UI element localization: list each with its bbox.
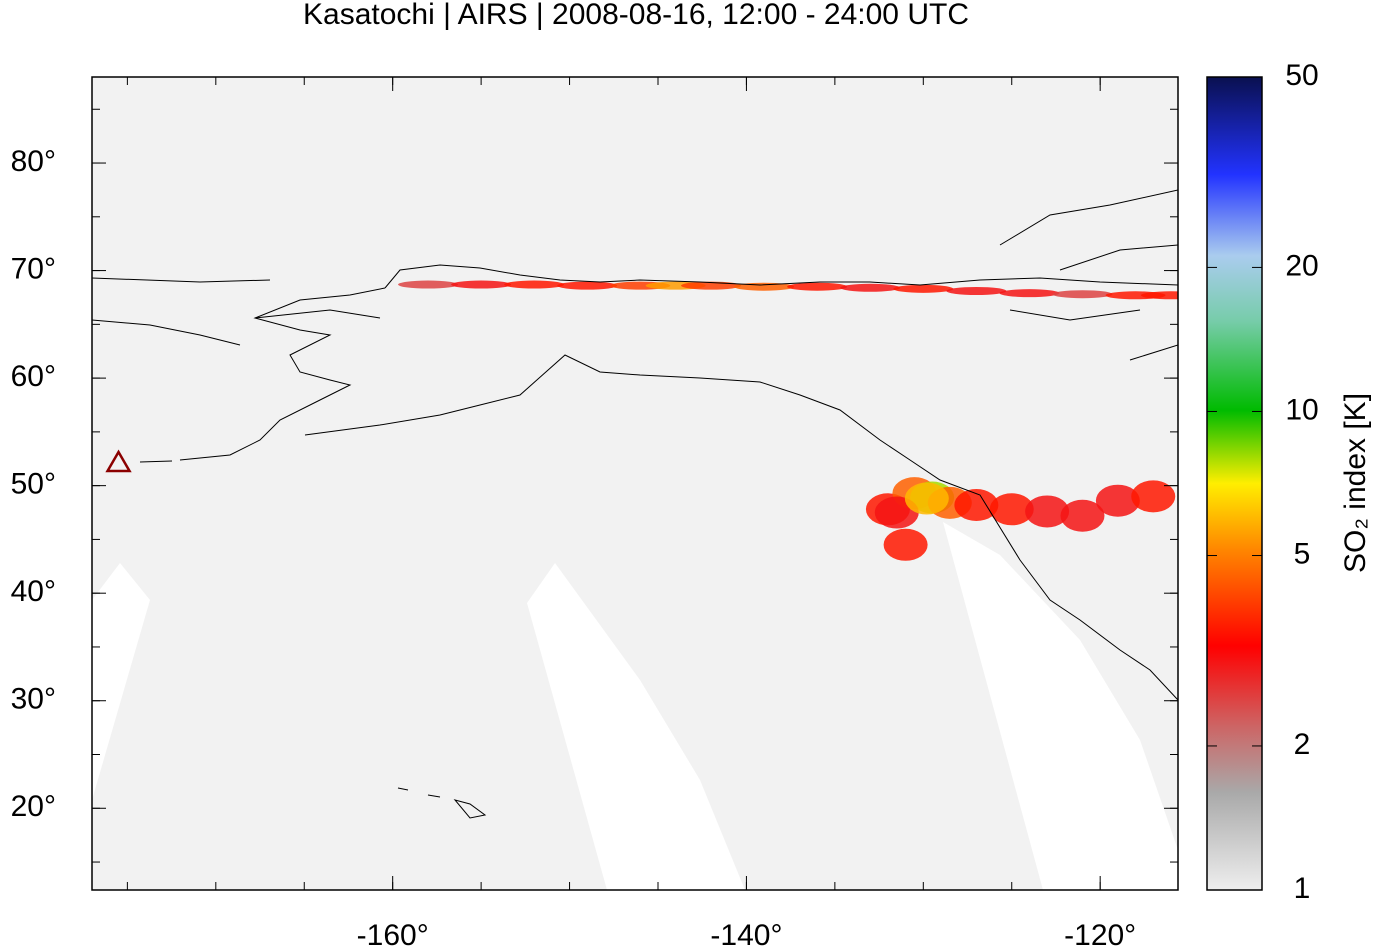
x-tick-label: -140° [710,919,782,950]
plot-frame [91,76,1179,891]
colorbar-tick-label: 20 [1285,249,1318,282]
y-tick-label: 20° [11,790,56,823]
x-tick-label: -120° [1064,919,1136,950]
colorbar-label: SO₂ index [K] [1339,393,1372,573]
so2-plume [1131,480,1176,513]
so2-plume [954,489,999,522]
so2-plume [787,282,848,291]
x-tick-label: -160° [357,919,429,950]
y-tick-label: 50° [11,468,56,501]
so2-plume [840,283,901,292]
so2-plume [1060,499,1105,532]
y-tick-label: 80° [11,145,56,178]
y-tick-label: 60° [11,360,56,393]
so2-plume [504,280,565,289]
y-tick-label: 70° [11,252,56,285]
so2-plume [904,482,949,515]
so2-plume [1140,291,1178,300]
colorbar-tick-label: 1 [1294,872,1311,905]
so2-plume [883,528,928,561]
y-tick-label: 30° [11,683,56,716]
so2-plume [946,287,1007,296]
so2-plume [451,280,512,289]
volcano-marker [105,449,132,473]
colorbar-tick-label: 5 [1294,537,1311,570]
colorbar-tick-label: 2 [1294,728,1311,761]
coastlines [92,189,1178,819]
so2-plume [893,284,954,293]
colorbar-tick-label: 50 [1285,59,1318,92]
so2-plume [1052,290,1113,299]
so2-plume [989,493,1034,526]
y-tick-label: 40° [11,575,56,608]
so2-plume [398,280,459,289]
so2-plume [557,281,618,290]
map-area [92,77,1178,890]
swath-gap [92,563,150,800]
swath-gap [943,522,1178,890]
so2-plume [1095,484,1140,517]
colorbar-tick-label: 10 [1285,393,1318,426]
so2-plume [999,289,1060,298]
so2-plume [1025,495,1070,528]
colorbar [1206,76,1263,891]
chart-title: Kasatochi | AIRS | 2008-08-16, 12:00 - 2… [303,0,969,31]
swath-gap [527,563,745,890]
